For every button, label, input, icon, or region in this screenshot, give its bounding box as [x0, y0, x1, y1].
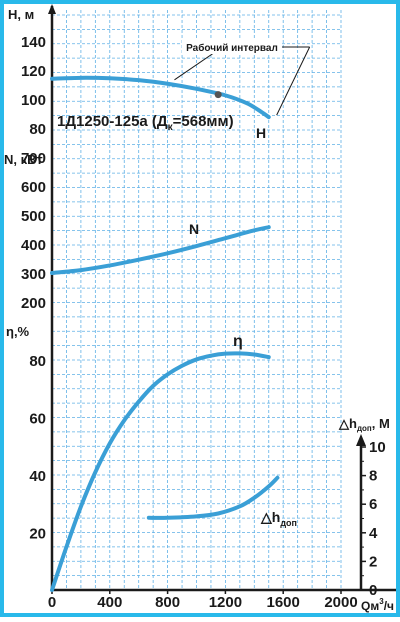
eta-tick-label: 40 — [29, 468, 46, 485]
dh-tick-label: 8 — [369, 468, 377, 485]
N-tick-label: 500 — [21, 208, 46, 225]
x-axis-title: Qм3/ч — [361, 597, 394, 613]
H-tick-label: 120 — [21, 63, 46, 80]
H-tick-label: 140 — [21, 34, 46, 51]
x-tick-label: 800 — [155, 594, 180, 611]
x-tick-label: 2000 — [324, 594, 357, 611]
x-tick-label: 0 — [48, 594, 56, 611]
working-interval-right-arrow — [276, 46, 311, 116]
H-tick-label: 80 — [29, 121, 46, 138]
eta-tick-label: 20 — [29, 526, 46, 543]
series-label-dh: △hдоп — [260, 509, 297, 528]
x-tick-label: 1600 — [267, 594, 300, 611]
dh-tick-label: 2 — [369, 553, 377, 570]
n-axis-title: N, кВт — [4, 152, 43, 167]
N-tick-label: 400 — [21, 237, 46, 254]
curve-H — [50, 75, 271, 120]
series-label-n: N — [189, 221, 199, 237]
dh-tick-label: 4 — [369, 525, 378, 542]
working-interval-label: Рабочий интервал — [186, 42, 278, 54]
grid — [51, 10, 342, 591]
dh-tick-label: 6 — [369, 496, 377, 513]
operating-point — [214, 91, 222, 99]
x-tick-label: 1200 — [209, 594, 242, 611]
working-interval-label-bg — [182, 40, 282, 54]
series-label-h: H — [256, 125, 266, 141]
y-axis-left-arrow — [48, 4, 56, 14]
plot-background — [4, 4, 396, 613]
curve-dh — [146, 475, 280, 520]
curve-N — [50, 225, 271, 275]
N-tick-label: 700 — [21, 150, 46, 167]
N-tick-label: 200 — [21, 295, 46, 312]
eta-tick-label: 60 — [29, 411, 46, 428]
eta-tick-label: 80 — [29, 353, 46, 370]
curve-eta — [50, 351, 271, 592]
curves — [50, 75, 280, 592]
series-label-eta: η — [233, 333, 243, 350]
dh-tick-label: 0 — [369, 582, 377, 599]
eta-axis-title: η,% — [6, 324, 30, 339]
x-tick-label: 400 — [97, 594, 122, 611]
H-tick-label: 100 — [21, 92, 46, 109]
N-tick-label: 600 — [21, 179, 46, 196]
working-interval-annotation: Рабочий интервал — [174, 40, 311, 116]
N-tick-label: 300 — [21, 266, 46, 283]
dh-axis-title: △hдоп, М — [338, 416, 390, 433]
dh-tick-label: 10 — [369, 439, 386, 456]
h-axis-title: H, м — [8, 7, 34, 22]
tick-labels: 0 400 800 1200 1600 2000801001201402003004005… — [21, 34, 386, 611]
model-label: 1Д1250-125а (Дк=568мм) — [57, 113, 234, 133]
y-axis-right-arrow — [356, 434, 366, 446]
